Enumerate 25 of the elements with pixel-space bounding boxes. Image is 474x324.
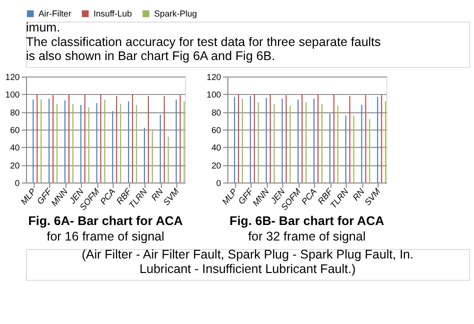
- y-tick-label: 100: [206, 90, 222, 100]
- text: Fig. 6A- Bar chart for ACA: [28, 214, 183, 228]
- y-tick-label: 80: [211, 107, 222, 118]
- y-tick-label: 100: [5, 90, 20, 100]
- y-tick-label: 20: [10, 160, 20, 170]
- legend-label: Air-Filter: [38, 8, 72, 19]
- y-tick-label: 60: [211, 124, 222, 135]
- y-tick-label: 80: [10, 107, 20, 118]
- legend-label: Insuff-Lub: [93, 8, 132, 19]
- text: imum.: [26, 20, 60, 34]
- y-tick-label: 60: [10, 124, 20, 135]
- y-tick-label: 20: [211, 160, 222, 170]
- y-tick-label: 0: [216, 178, 222, 188]
- y-tick-label: 40: [211, 142, 222, 153]
- legend-label: Spark-Plug: [154, 8, 198, 19]
- y-tick-label: 120: [206, 72, 222, 82]
- text: The classification accuracy for test data for three separate faults is also shown in Bar chart Fig 6A and Fig 6B.: [26, 34, 381, 64]
- text: (Air Filter - Air Filter Fault, Spark Plug - Spark Plug Fault, In. Lubricant - Insufficient Lubricant Fault.): [82, 248, 414, 276]
- x-tick-label: RN: [149, 186, 166, 203]
- y-tick-label: 0: [14, 178, 20, 188]
- text: Fig. 6B- Bar chart for ACA: [230, 214, 384, 228]
- text: for 16 frame of signal: [46, 230, 164, 244]
- y-tick-label: 120: [5, 72, 20, 82]
- text: for 32 frame of signal: [248, 230, 366, 244]
- y-tick-label: 40: [10, 142, 20, 153]
